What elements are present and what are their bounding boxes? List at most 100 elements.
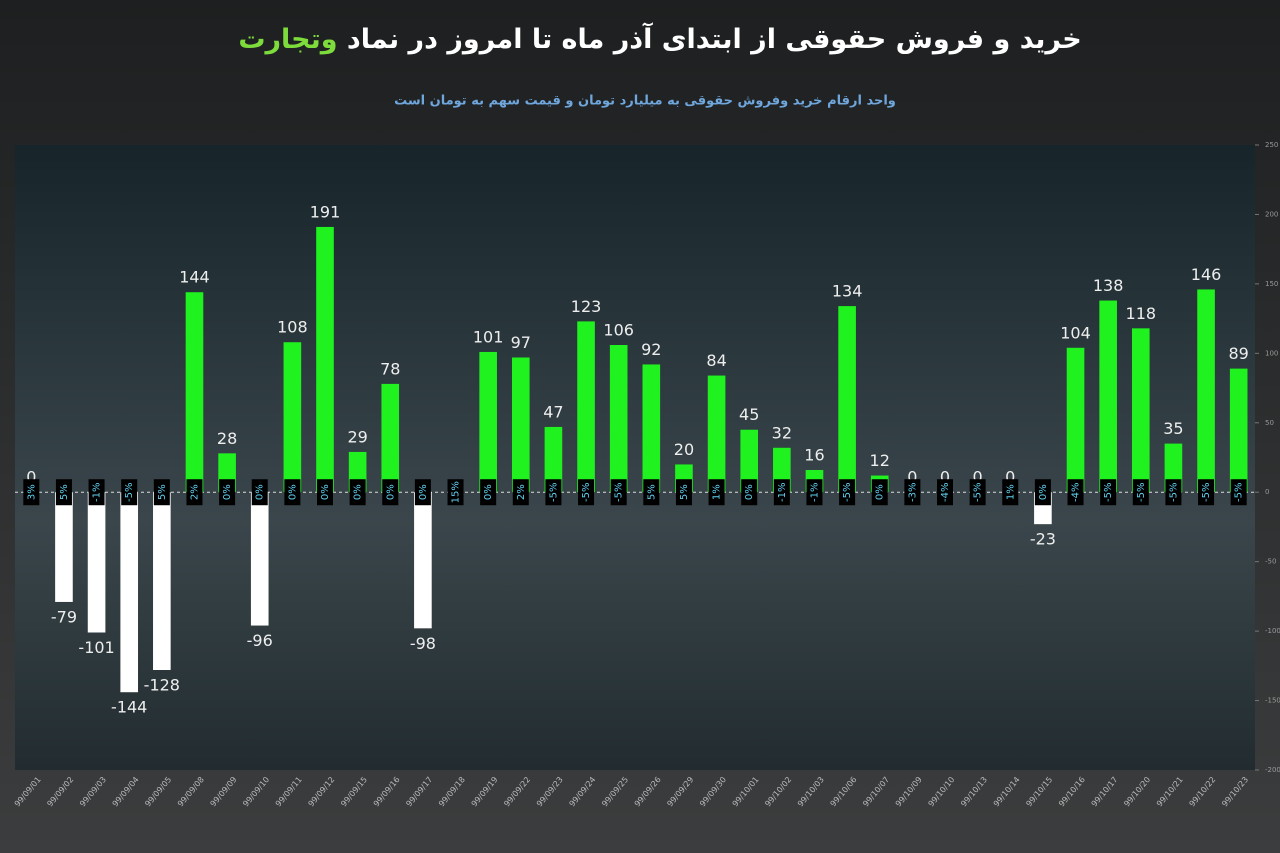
change-box — [414, 479, 431, 506]
change-box — [317, 479, 333, 506]
bar — [707, 375, 726, 493]
value-label: 84 — [706, 351, 726, 370]
value-label: 0 — [973, 468, 983, 487]
value-label: 0 — [907, 468, 917, 487]
bar — [609, 345, 628, 493]
price-change: -1% — [809, 482, 820, 501]
value-label: 89 — [1229, 344, 1249, 363]
price-change: 5% — [157, 484, 168, 500]
change-box — [1132, 479, 1149, 506]
value-label: 191 — [310, 202, 341, 221]
bar — [479, 351, 497, 493]
change-box — [969, 479, 986, 506]
value-label: 32 — [772, 423, 792, 442]
price-change: 3% — [26, 484, 37, 500]
change-box — [545, 479, 562, 506]
price-change: 5% — [59, 484, 70, 500]
price-change: -5% — [1103, 482, 1114, 501]
price-change: 2% — [189, 484, 200, 500]
change-box — [1002, 479, 1019, 506]
change-box — [1165, 479, 1182, 506]
change-box — [773, 479, 790, 506]
change-box — [839, 479, 856, 506]
change-box — [741, 479, 758, 506]
change-box — [1198, 479, 1215, 506]
change-box — [937, 479, 953, 506]
value-label: 108 — [277, 318, 308, 337]
value-label: 20 — [674, 440, 694, 459]
bar — [1131, 328, 1150, 493]
price-change: 0% — [385, 484, 396, 500]
change-box — [349, 479, 366, 506]
y-tick-label: -150 — [1265, 697, 1280, 705]
price-change: -5% — [548, 482, 559, 501]
price-change: 15% — [451, 481, 462, 503]
bar — [414, 492, 432, 629]
value-label: -79 — [51, 607, 77, 626]
value-label: 12 — [870, 451, 890, 470]
bar — [642, 364, 661, 493]
y-tick-label: -100 — [1265, 627, 1280, 635]
value-label: -128 — [144, 676, 180, 695]
y-tick-label: -50 — [1265, 558, 1276, 566]
value-label: 144 — [179, 268, 210, 287]
value-label: -101 — [78, 638, 114, 657]
bar — [740, 429, 759, 493]
y-tick-label: 150 — [1265, 280, 1278, 288]
change-box — [251, 479, 268, 506]
y-tick-label: 200 — [1265, 210, 1278, 218]
change-box — [1034, 479, 1051, 506]
price-change: 0% — [353, 484, 364, 500]
change-box — [578, 479, 595, 506]
change-box — [447, 479, 464, 506]
price-change: 1% — [712, 484, 723, 500]
title-text: خرید و فروش حقوقی از ابتدای آذر ماه تا ا… — [347, 22, 1082, 55]
change-box — [806, 479, 823, 506]
bar — [381, 383, 400, 493]
price-change: 0% — [1038, 484, 1049, 500]
subtitle: واحد ارقام خرید وفروش حقوقی به میلیارد ت… — [394, 94, 896, 109]
value-label: 92 — [641, 340, 661, 359]
change-box — [219, 479, 236, 506]
change-box — [871, 479, 888, 506]
price-change: -4% — [1071, 482, 1082, 501]
bar — [87, 492, 106, 633]
price-change: 1% — [1005, 484, 1016, 500]
value-label: 35 — [1163, 419, 1183, 438]
chart-title: خرید و فروش حقوقی از ابتدای آذر ماه تا ا… — [238, 22, 1081, 55]
bar — [153, 492, 171, 670]
bar — [185, 292, 204, 493]
value-label: 106 — [603, 321, 634, 340]
price-change: 5% — [679, 484, 690, 500]
title-symbol: وتجارت — [238, 24, 337, 55]
value-label: 0 — [940, 468, 950, 487]
price-change: -5% — [581, 482, 592, 501]
change-box — [1067, 479, 1084, 506]
value-label: 16 — [804, 446, 824, 465]
change-box — [1230, 479, 1247, 506]
value-label: 134 — [832, 282, 863, 301]
value-label: 104 — [1060, 323, 1091, 342]
change-box — [284, 479, 301, 506]
price-change: -5% — [614, 482, 625, 501]
price-change: 2% — [516, 484, 527, 500]
change-box — [643, 479, 660, 506]
value-label: 29 — [347, 427, 367, 446]
price-change: 0% — [255, 484, 266, 500]
change-box — [904, 479, 921, 506]
change-box — [512, 479, 529, 506]
change-box — [708, 479, 725, 506]
value-label: -98 — [410, 634, 436, 653]
price-change: 0% — [875, 484, 886, 500]
change-box — [675, 479, 692, 506]
y-tick-label: -200 — [1265, 766, 1280, 774]
change-box — [153, 479, 170, 506]
price-change: -1% — [92, 482, 103, 501]
price-change: 0% — [222, 484, 233, 500]
value-label: 0 — [1005, 468, 1015, 487]
bar — [1066, 347, 1085, 493]
price-change: 0% — [483, 484, 494, 500]
bar — [577, 321, 595, 493]
bar — [1229, 368, 1248, 493]
y-tick-label: 50 — [1265, 419, 1274, 427]
